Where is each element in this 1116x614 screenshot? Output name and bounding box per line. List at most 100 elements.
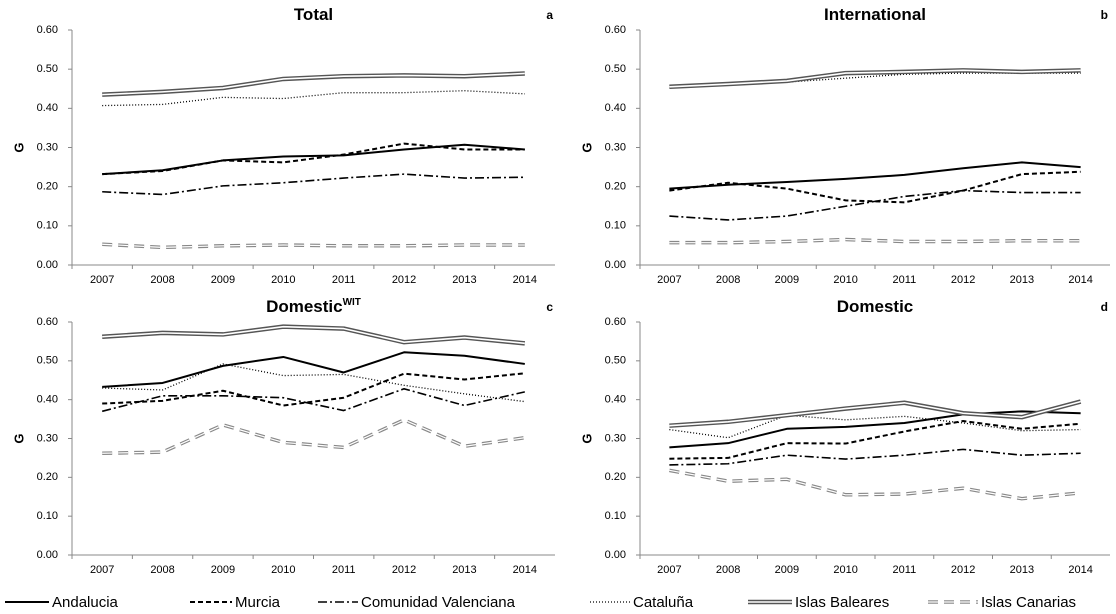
x-tick-label: 2007: [90, 274, 114, 286]
y-tick-label: 0.00: [605, 259, 626, 271]
x-tick-label: 2007: [657, 274, 681, 286]
y-tick-label: 0.10: [37, 510, 58, 522]
y-tick-label: 0.10: [37, 220, 58, 232]
x-tick-label: 2010: [271, 564, 295, 576]
y-tick-label: 0.10: [605, 220, 626, 232]
panel-letter: b: [1101, 8, 1108, 22]
y-tick-label: 0.20: [605, 471, 626, 483]
series-line: [102, 351, 525, 388]
x-tick-label: 2014: [1068, 564, 1092, 576]
legend-label: Islas Canarias: [981, 594, 1076, 611]
series-line: [102, 142, 525, 176]
series-line: [669, 448, 1081, 466]
series-line-inner: [102, 72, 525, 96]
legend-label: Comunidad Valenciana: [361, 594, 516, 611]
title-superscript: WIT: [343, 297, 361, 308]
x-tick-label: 2012: [951, 274, 975, 286]
x-tick-label: 2011: [893, 274, 917, 286]
series-line: [669, 414, 1081, 439]
legend-label: Islas Baleares: [795, 594, 889, 611]
x-tick-label: 2007: [90, 564, 114, 576]
x-tick-label: 2009: [775, 274, 799, 286]
x-tick-label: 2014: [1068, 274, 1092, 286]
series-line: [669, 410, 1081, 449]
series-line: [669, 420, 1081, 460]
y-tick-label: 0.40: [605, 394, 626, 406]
y-axis-label: G: [579, 142, 594, 152]
x-tick-label: 2008: [716, 274, 740, 286]
x-tick-label: 2009: [211, 274, 235, 286]
series-line-inner: [669, 469, 1081, 500]
legend-label: Andalucia: [52, 594, 119, 611]
x-tick-label: 2014: [513, 274, 537, 286]
series-line: [669, 170, 1081, 204]
series-line: [101, 387, 525, 413]
series-line-inner: [669, 238, 1081, 244]
y-axis-label: G: [11, 433, 26, 443]
x-tick-label: 2012: [951, 564, 975, 576]
y-tick-label: 0.00: [37, 259, 58, 271]
series-line-inner: [102, 243, 525, 248]
x-tick-label: 2010: [833, 274, 857, 286]
title-text: International: [824, 5, 926, 24]
y-tick-label: 0.40: [37, 394, 58, 406]
y-tick-label: 0.50: [605, 63, 626, 75]
x-tick-label: 2010: [271, 274, 295, 286]
x-tick-label: 2013: [1010, 274, 1034, 286]
legend-label: Murcia: [235, 594, 281, 611]
title-text: Domestic: [837, 297, 914, 316]
series-line-inner: [102, 419, 525, 454]
y-tick-label: 0.00: [605, 549, 626, 561]
title-text: Total: [294, 5, 333, 24]
panel-title: Domestic: [837, 297, 914, 316]
y-tick-label: 0.10: [605, 510, 626, 522]
y-tick-label: 0.40: [37, 102, 58, 114]
y-axis-label: G: [579, 433, 594, 443]
y-tick-label: 0.30: [37, 141, 58, 153]
x-tick-label: 2011: [893, 564, 917, 576]
y-tick-label: 0.50: [37, 355, 58, 367]
y-tick-label: 0.60: [37, 316, 58, 328]
series-line-inner: [669, 400, 1081, 427]
y-tick-label: 0.00: [37, 549, 58, 561]
x-tick-label: 2013: [452, 274, 476, 286]
y-tick-label: 0.50: [605, 355, 626, 367]
series-line: [102, 324, 526, 346]
series-line: [102, 418, 526, 456]
title-text: Domestic: [266, 297, 343, 316]
y-tick-label: 0.30: [605, 141, 626, 153]
series-line: [102, 372, 525, 407]
x-tick-label: 2012: [392, 564, 416, 576]
series-line: [102, 143, 525, 176]
x-tick-label: 2013: [1010, 564, 1034, 576]
y-tick-label: 0.60: [605, 24, 626, 36]
y-axis-label: G: [11, 142, 26, 152]
x-tick-label: 2007: [657, 564, 681, 576]
x-tick-label: 2008: [150, 564, 174, 576]
x-tick-label: 2009: [775, 564, 799, 576]
panel-title: International: [824, 5, 926, 24]
panel-title: DomesticWIT: [266, 297, 361, 317]
y-tick-label: 0.30: [37, 432, 58, 444]
series-line: [669, 161, 1081, 190]
y-tick-label: 0.60: [37, 24, 58, 36]
panel-letter: a: [546, 8, 553, 22]
x-tick-label: 2011: [332, 274, 356, 286]
series-line: [102, 363, 525, 403]
y-tick-label: 0.50: [37, 63, 58, 75]
x-tick-label: 2010: [833, 564, 857, 576]
x-tick-label: 2011: [332, 564, 356, 576]
y-tick-label: 0.20: [37, 471, 58, 483]
x-tick-label: 2009: [211, 564, 235, 576]
x-tick-label: 2013: [452, 564, 476, 576]
x-tick-label: 2014: [513, 564, 537, 576]
y-tick-label: 0.40: [605, 102, 626, 114]
y-tick-label: 0.20: [37, 181, 58, 193]
y-tick-label: 0.20: [605, 181, 626, 193]
legend-label: Cataluña: [633, 594, 694, 611]
panel-letter: d: [1101, 300, 1108, 314]
y-tick-label: 0.30: [605, 432, 626, 444]
series-line: [102, 173, 525, 196]
series-line: [669, 237, 1081, 245]
